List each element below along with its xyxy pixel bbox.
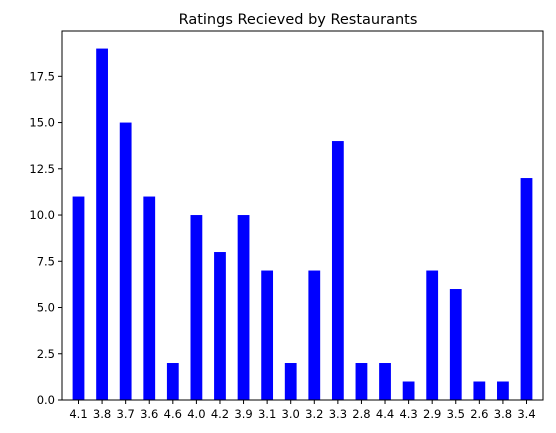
- bar-17: [473, 381, 486, 400]
- bar-8: [261, 270, 274, 400]
- y-tick-label-7: 17.5: [29, 69, 55, 83]
- x-tick-label-13: 4.4: [376, 407, 394, 421]
- bar-2: [119, 122, 132, 400]
- bar-7: [237, 215, 250, 400]
- x-tick-label-10: 3.2: [305, 407, 323, 421]
- bar-16: [449, 289, 462, 400]
- bar-13: [379, 363, 391, 400]
- bar-0: [72, 196, 85, 400]
- bar-1: [96, 48, 108, 400]
- bar-6: [214, 252, 226, 400]
- x-tick-label-5: 4.0: [187, 407, 205, 421]
- bar-19: [520, 178, 533, 400]
- x-tick-label-3: 3.6: [140, 407, 158, 421]
- x-tick-label-18: 3.8: [494, 407, 512, 421]
- bars-group: [72, 48, 533, 401]
- x-tick-label-0: 4.1: [69, 407, 87, 421]
- y-axis: 0.0 2.5 5.0 7.5 10.0 12.5 15.0 17.5: [29, 69, 62, 407]
- x-tick-label-1: 3.8: [93, 407, 111, 421]
- x-tick-label-9: 3.0: [282, 407, 300, 421]
- bar-4: [166, 363, 179, 400]
- y-tick-label-4: 10.0: [29, 208, 55, 222]
- x-tick-label-11: 3.3: [329, 407, 347, 421]
- chart-title: Ratings Recieved by Restaurants: [179, 12, 418, 28]
- x-tick-label-19: 3.4: [517, 407, 535, 421]
- x-tick-label-12: 2.8: [352, 407, 370, 421]
- y-tick-label-0: 0.0: [37, 393, 55, 407]
- bar-14: [402, 381, 415, 400]
- y-tick-label-1: 2.5: [37, 347, 55, 361]
- bar-12: [355, 363, 368, 400]
- bar-3: [143, 196, 156, 400]
- x-tick-label-17: 2.6: [470, 407, 488, 421]
- bar-11: [331, 141, 344, 401]
- x-tick-label-6: 4.2: [211, 407, 229, 421]
- x-tick-label-2: 3.7: [117, 407, 135, 421]
- x-tick-label-7: 3.9: [234, 407, 252, 421]
- plot-frame: [61, 30, 544, 401]
- bar-18: [497, 381, 509, 400]
- y-tick-label-2: 5.0: [37, 301, 55, 315]
- bar-10: [308, 270, 321, 400]
- y-tick-label-6: 15.0: [29, 116, 55, 130]
- x-tick-label-15: 2.9: [423, 407, 441, 421]
- bar-5: [190, 215, 203, 400]
- x-tick-label-16: 3.5: [447, 407, 465, 421]
- x-tick-label-14: 4.3: [399, 407, 417, 421]
- x-tick-label-8: 3.1: [258, 407, 276, 421]
- x-tick-label-4: 4.6: [164, 407, 182, 421]
- y-tick-label-3: 7.5: [37, 254, 55, 268]
- x-axis: 4.1 3.8 3.7 3.6 4.6 4.0 4.2 3.9 3.1 3.0 3.2 3.3 2.8 4…: [69, 400, 536, 421]
- bar-15: [426, 270, 439, 400]
- y-tick-label-5: 12.5: [29, 162, 55, 176]
- bar-9: [284, 363, 297, 400]
